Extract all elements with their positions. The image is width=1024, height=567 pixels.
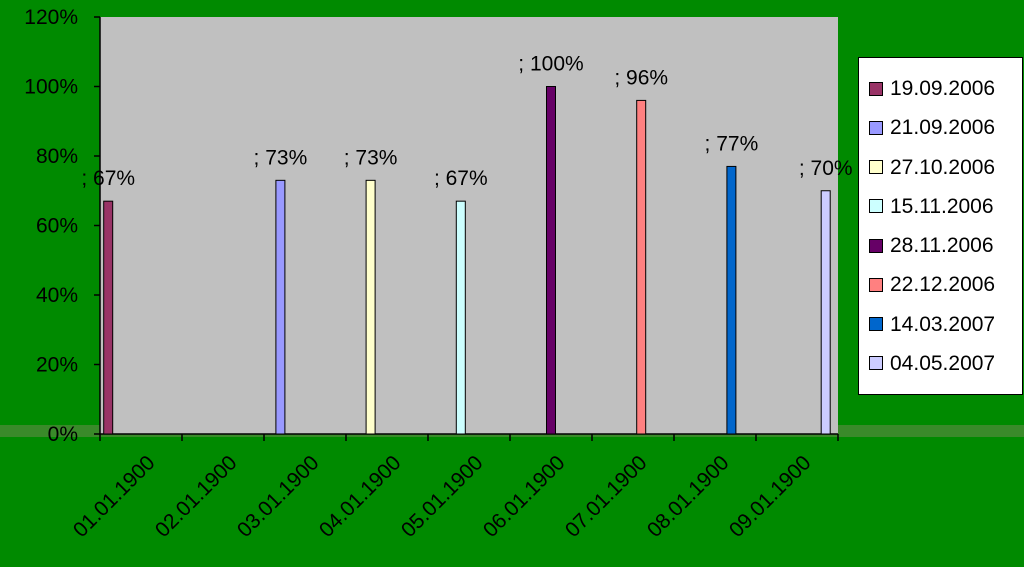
legend-item: 21.09.2006 — [869, 117, 1022, 138]
y-tick-label: 100% — [24, 76, 78, 99]
legend-label: 14.03.2007 — [890, 312, 996, 336]
legend-item: 28.11.2006 — [869, 235, 1022, 256]
data-label: ; 70% — [799, 157, 853, 180]
x-tick-label: 06.01.1900 — [479, 451, 570, 542]
legend-item: 19.09.2006 — [869, 78, 1022, 99]
legend-swatch — [869, 356, 883, 371]
y-tick-label: 60% — [36, 215, 78, 238]
legend-swatch — [869, 238, 883, 253]
y-tick-label: 20% — [36, 354, 78, 377]
legend-item: 04.05.2007 — [869, 353, 1022, 374]
bar — [636, 99, 647, 435]
legend-swatch — [869, 81, 883, 96]
legend-item: 22.12.2006 — [869, 274, 1022, 295]
y-tick-label: 40% — [36, 284, 78, 307]
legend-swatch — [869, 277, 883, 292]
plot-area — [100, 17, 838, 434]
legend-label: 15.11.2006 — [890, 194, 994, 218]
x-tick-label: 01.01.1900 — [69, 451, 160, 542]
x-tick-label: 03.01.1900 — [233, 451, 324, 542]
x-tick-label: 05.01.1900 — [397, 451, 488, 542]
data-label: ; 73% — [344, 146, 398, 169]
y-tick-label: 120% — [24, 6, 78, 29]
legend-label: 27.10.2006 — [890, 155, 996, 179]
data-label: ; 100% — [518, 53, 583, 76]
legend-label: 22.12.2006 — [890, 273, 996, 297]
y-tick-label: 0% — [48, 423, 78, 446]
bar — [726, 165, 737, 435]
legend-label: 21.09.2006 — [890, 116, 996, 140]
legend-item: 14.03.2007 — [869, 314, 1022, 335]
x-tick-label: 02.01.1900 — [151, 451, 242, 542]
legend-label: 19.09.2006 — [890, 77, 996, 101]
y-tick-label: 80% — [36, 145, 78, 168]
data-label: ; 67% — [434, 167, 488, 190]
x-tick-label: 04.01.1900 — [315, 451, 406, 542]
legend-label: 04.05.2007 — [890, 351, 996, 375]
bar — [365, 179, 376, 435]
legend-swatch — [869, 160, 883, 175]
legend-swatch — [869, 120, 883, 135]
data-label: ; 73% — [254, 146, 308, 169]
data-label: ; 96% — [614, 66, 668, 89]
legend-swatch — [869, 317, 883, 332]
bar — [275, 179, 286, 435]
bar — [103, 200, 114, 435]
data-label: ; 67% — [81, 167, 135, 190]
legend: 19.09.2006 21.09.2006 27.10.2006 15.11.2006… — [858, 57, 1023, 395]
legend-swatch — [869, 199, 883, 214]
bar — [455, 200, 466, 435]
bar — [820, 190, 831, 435]
x-tick-label: 07.01.1900 — [561, 451, 652, 542]
x-tick-label: 08.01.1900 — [643, 451, 734, 542]
legend-label: 28.11.2006 — [890, 234, 994, 258]
bar — [546, 86, 556, 435]
data-label: ; 77% — [705, 132, 759, 155]
x-tick-label: 09.01.1900 — [725, 451, 816, 542]
legend-item: 15.11.2006 — [869, 196, 1022, 217]
legend-item: 27.10.2006 — [869, 157, 1022, 178]
